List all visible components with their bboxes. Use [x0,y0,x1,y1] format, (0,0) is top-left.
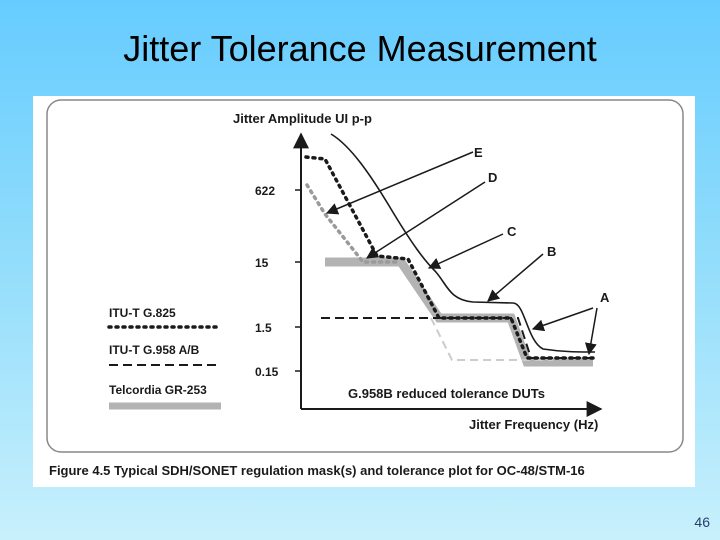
callout-arrow-e [325,151,474,215]
curve-label-a: A [600,290,610,305]
g958b-reduced-curve [430,317,553,361]
legend-label-telcordia: Telcordia GR-253 [109,383,207,397]
figure-caption: Figure 4.5 Typical SDH/SONET regulation … [49,463,585,478]
gray-dotted-curve [305,183,399,264]
legend-label-g958: ITU-T G.958 A/B [109,343,200,357]
figure-frame [46,99,684,453]
reduced-tolerance-annotation: G.958B reduced tolerance DUTs [348,386,545,401]
g958-mask-curve [321,317,591,359]
g825-mask-curve [304,155,595,360]
figure-panel: Jitter Amplitude UI p-p Jitter Frequency… [33,96,695,487]
curve-label-c: C [507,224,517,239]
slide-title: Jitter Tolerance Measurement [123,28,597,69]
y-tick-label: 1.5 [255,321,272,335]
y-axis-label: Jitter Amplitude UI p-p [233,111,372,126]
y-tick-label: 15 [255,256,269,270]
callout-arrow-d [365,181,486,259]
y-tick-label: 0.15 [255,365,279,379]
legend-label-g825: ITU-T G.825 [109,306,176,320]
curve-label-e: E [474,145,483,160]
callout-arrow-a-lower [584,307,598,356]
y-tick-label: 622 [255,184,275,198]
tolerance-measurement-curve [330,133,596,353]
callout-arrow-c [427,233,504,269]
jitter-tolerance-diagram: Jitter Amplitude UI p-p Jitter Frequency… [46,99,684,478]
curve-label-b: B [547,244,556,259]
telcordia-mask-curve [325,257,593,367]
page-number: 46 [694,514,710,530]
callout-arrow-b [487,253,544,302]
callout-arrow-a-upper [531,307,594,332]
curve-label-d: D [488,170,497,185]
x-axis-label: Jitter Frequency (Hz) [469,417,598,432]
